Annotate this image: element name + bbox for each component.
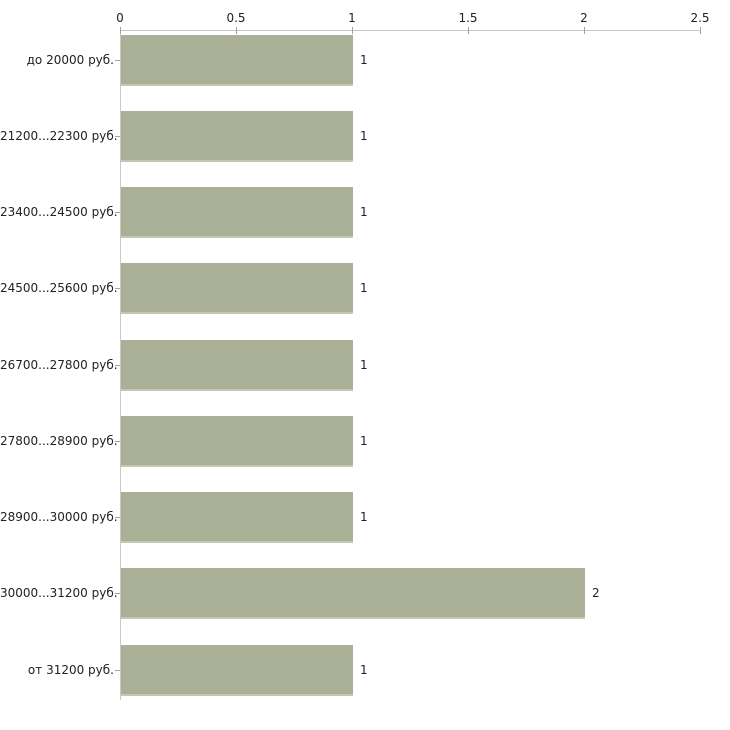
bar bbox=[121, 263, 353, 315]
category-label: 21200...22300 руб. bbox=[0, 128, 118, 143]
y-axis-tick-mark bbox=[115, 517, 120, 518]
bar bbox=[121, 644, 353, 696]
x-axis-tick-mark bbox=[584, 27, 585, 34]
bar-row: 27800...28900 руб. 1 bbox=[0, 415, 730, 467]
bar bbox=[121, 34, 353, 86]
y-axis-tick-mark bbox=[115, 440, 120, 442]
bar-row: 26700...27800 руб. 1 bbox=[0, 339, 730, 391]
bar-row: до 20000 руб. 1 bbox=[0, 34, 730, 86]
y-axis-tick-mark bbox=[115, 135, 120, 137]
x-axis-tick-mark bbox=[236, 27, 237, 34]
x-axis-tick-label: 0.5 bbox=[226, 11, 246, 25]
bar bbox=[121, 492, 353, 543]
y-axis-tick-mark bbox=[115, 288, 120, 290]
bar-value-label: 1 bbox=[360, 433, 368, 448]
y-axis-line bbox=[120, 30, 121, 700]
bar-row: 21200...22300 руб. 1 bbox=[0, 110, 730, 162]
y-axis-tick-mark bbox=[115, 364, 120, 366]
category-label: 30000...31200 руб. bbox=[0, 586, 118, 601]
y-axis-tick-mark bbox=[115, 669, 120, 671]
bar-row: от 31200 руб. 1 bbox=[0, 644, 730, 696]
category-label: 28900...30000 руб. bbox=[0, 510, 118, 524]
x-axis-tick-label: 1 bbox=[348, 11, 356, 25]
bar-value-label: 1 bbox=[360, 52, 368, 67]
bar-value-label: 1 bbox=[360, 357, 368, 372]
bar bbox=[121, 415, 353, 467]
category-label: 24500...25600 руб. bbox=[0, 281, 118, 296]
category-label: 26700...27800 руб. bbox=[0, 357, 118, 372]
bar-row: 28900...30000 руб. 1 bbox=[0, 492, 730, 543]
y-axis-tick-mark bbox=[115, 59, 120, 61]
x-axis-tick-label: 2 bbox=[580, 11, 588, 25]
bar bbox=[121, 339, 353, 391]
bar-value-label: 2 bbox=[592, 586, 600, 601]
x-axis-line bbox=[120, 30, 701, 31]
bar bbox=[121, 568, 585, 620]
x-axis-tick-mark bbox=[352, 27, 353, 34]
bar bbox=[121, 187, 353, 238]
bar-value-label: 1 bbox=[360, 128, 368, 143]
y-axis-tick-mark bbox=[115, 212, 120, 213]
category-label: 27800...28900 руб. bbox=[0, 433, 118, 448]
bar-value-label: 1 bbox=[360, 510, 368, 524]
bar-row: 24500...25600 руб. 1 bbox=[0, 263, 730, 315]
y-axis-tick-mark bbox=[115, 593, 120, 595]
bar-value-label: 1 bbox=[360, 205, 368, 219]
bar bbox=[121, 110, 353, 162]
x-axis-tick-label: 1.5 bbox=[458, 11, 478, 25]
x-axis-tick-mark bbox=[468, 27, 469, 34]
category-label: 23400...24500 руб. bbox=[0, 205, 118, 219]
category-label: от 31200 руб. bbox=[27, 662, 114, 677]
x-axis-tick-mark bbox=[120, 27, 121, 34]
bar-value-label: 1 bbox=[360, 662, 368, 677]
bar-value-label: 1 bbox=[360, 281, 368, 296]
x-axis-tick-mark bbox=[700, 27, 701, 34]
bar-row: 23400...24500 руб. 1 bbox=[0, 187, 730, 238]
category-label: до 20000 руб. bbox=[26, 52, 114, 67]
bar-row: 30000...31200 руб. 2 bbox=[0, 568, 730, 620]
x-axis-tick-label: 0 bbox=[116, 11, 124, 25]
x-axis-tick-label: 2.5 bbox=[690, 11, 710, 25]
